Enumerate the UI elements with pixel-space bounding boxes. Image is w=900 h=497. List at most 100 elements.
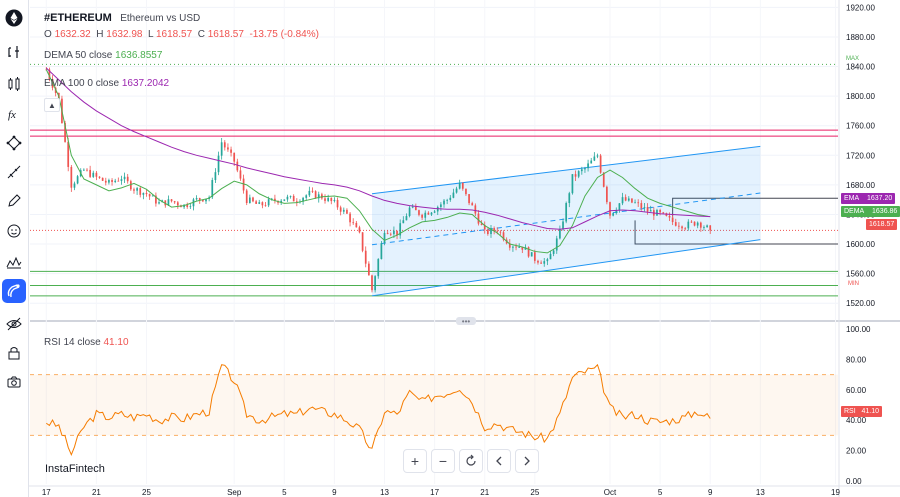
candle-body [468,194,470,204]
candle-body [512,246,514,248]
candle-body [402,220,405,224]
trend-line-icon[interactable] [2,72,26,96]
candle-body [593,156,596,161]
candle-body [111,180,113,182]
candle-body [571,174,574,194]
measure-icon[interactable] [2,250,26,274]
dema-legend[interactable]: DEMA 50 close 1636.8557 [44,50,162,61]
candle-body [621,197,624,204]
candle-body [108,180,110,183]
price-tick-label: 1800.00 [846,92,875,101]
hide-icon[interactable] [2,312,26,336]
candle-body [346,209,348,214]
candle-body [327,197,330,201]
candle-body [521,247,524,250]
max-marker: MAX [846,56,860,62]
candle-body [452,192,455,198]
candle-body [634,202,636,204]
candle-body [414,206,417,211]
candle-body [151,195,154,197]
candle-body [148,194,151,197]
collapse-legend-button[interactable]: ▲ [44,98,60,112]
candle-body [86,169,88,171]
candle-body [292,195,295,202]
min-marker: MIN [848,281,859,287]
scroll-left-button[interactable] [487,449,511,473]
horizontal-levels [30,63,838,297]
candle-body [552,250,555,254]
candle-body [158,202,160,204]
candle-body [214,172,217,181]
candle-body [239,170,242,179]
candle-body [364,250,367,264]
zoom-out-button[interactable]: − [431,449,455,473]
pen-icon[interactable] [2,189,26,213]
candle-body [267,199,270,206]
time-tick-label: 19 [831,488,840,497]
candle-body [699,222,702,228]
time-axis: 17 21 25 Sep 5 9 13 17 21 25 Oct 5 9 13 19 [0,485,900,497]
dema-name: DEMA [44,50,73,61]
candle-body [668,215,671,218]
ema-legend[interactable]: EMA 100 0 close 1637.2042 [44,78,169,89]
lock-icon[interactable] [2,341,26,365]
candle-body [474,205,477,214]
time-tick-label: 9 [708,488,713,497]
time-tick-label: 5 [658,488,663,497]
candle-body [458,182,461,189]
candle-body [195,198,198,200]
candle-body [76,176,79,184]
candle-body [101,177,104,181]
emoji-icon[interactable] [2,219,26,243]
candle-body [430,212,433,215]
candle-body [393,230,395,235]
candle-body [220,142,223,156]
reset-chart-button[interactable] [459,449,483,473]
time-tick-label: 13 [756,488,765,497]
ema-badge-value: 1637.20 [866,195,893,202]
candle-body [380,243,383,260]
candle-body [280,200,283,203]
candle-body [684,228,687,230]
change-value: -13.75 (-0.84%) [249,29,319,40]
candle-body [258,202,261,204]
crosshair-icon[interactable] [2,40,26,64]
candle-body [559,229,561,239]
price-tick-label: 1840.00 [846,63,875,72]
magnet-icon[interactable] [2,279,26,303]
candle-body [230,149,232,153]
candle-body [311,190,314,192]
price-tick-label: 1880.00 [846,33,875,42]
candle-body [396,230,398,236]
rsi-band [30,374,838,436]
ema-badge-label: EMA [844,195,860,202]
pane-resize-handle[interactable]: ••• [456,316,476,326]
scroll-right-button[interactable] [515,449,539,473]
candle-body [405,216,408,221]
high-value: 1632.98 [106,29,143,40]
candle-body [656,209,658,216]
time-tick-label: Sep [227,488,242,497]
candle-body [377,259,380,277]
candle-body [449,197,452,200]
candle-body [198,198,201,200]
low-label: L [148,29,154,40]
candle-body [674,222,677,226]
drag-dots-icon: ••• [461,316,471,326]
candle-body [496,230,499,232]
zoom-in-button[interactable]: + [403,449,427,473]
screenshot-icon[interactable] [2,370,26,394]
fib-icon[interactable]: fx [2,102,26,126]
dema-badge-label: DEMA [844,208,865,215]
chevron-left-icon [496,456,502,466]
candle-body [95,172,98,177]
candle-body [671,217,674,223]
pattern-icon[interactable] [2,131,26,155]
candle-body [471,203,474,206]
rsi-legend[interactable]: RSI 14 close 41.10 [44,337,129,348]
candle-body [537,260,539,263]
brush-icon[interactable] [2,160,26,184]
candle-body [361,232,364,251]
candle-body [255,201,257,204]
